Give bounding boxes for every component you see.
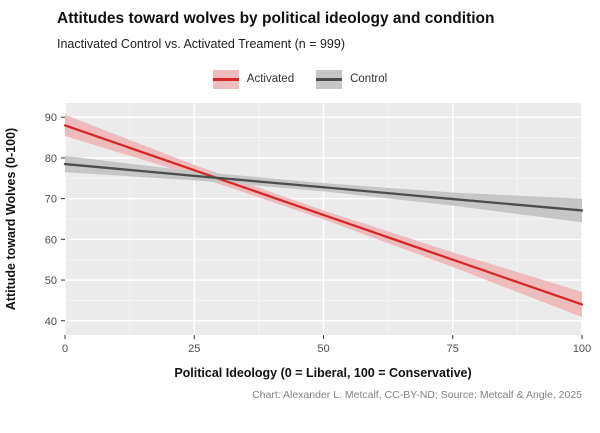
- svg-text:40: 40: [45, 316, 57, 328]
- svg-text:100: 100: [573, 343, 591, 355]
- x-axis-title: Political Ideology (0 = Liberal, 100 = C…: [174, 366, 471, 380]
- legend-label-control: Control: [350, 73, 388, 85]
- legend-key-activated: [212, 69, 239, 89]
- plot-area: 0 25 50 75 100 40 50 60 70 80 90 Political Ideolog…: [4, 103, 591, 380]
- legend-line-activated-icon: [212, 77, 239, 81]
- svg-text:90: 90: [45, 112, 57, 124]
- legend-item-control: Control: [316, 69, 388, 89]
- legend-key-control: [316, 69, 343, 89]
- legend-item-activated: Activated: [212, 69, 295, 89]
- svg-text:25: 25: [188, 343, 200, 355]
- svg-text:50: 50: [317, 343, 329, 355]
- svg-text:50: 50: [45, 275, 57, 287]
- chart-subtitle: Inactivated Control vs. Activated Treame…: [57, 37, 345, 51]
- svg-text:60: 60: [45, 234, 57, 246]
- svg-text:80: 80: [45, 153, 57, 165]
- y-axis-title: Attitude toward Wolves (0-100): [4, 128, 18, 310]
- svg-text:0: 0: [62, 343, 68, 355]
- chart-title: Attitudes toward wolves by political ide…: [57, 10, 495, 27]
- legend-label-activated: Activated: [246, 73, 295, 85]
- chart-caption: Chart: Alexander L. Metcalf, CC-BY-ND; S…: [252, 389, 582, 401]
- svg-text:75: 75: [447, 343, 459, 355]
- legend-line-control-icon: [316, 77, 343, 81]
- legend: Activated Control: [0, 67, 600, 91]
- svg-text:70: 70: [45, 194, 57, 206]
